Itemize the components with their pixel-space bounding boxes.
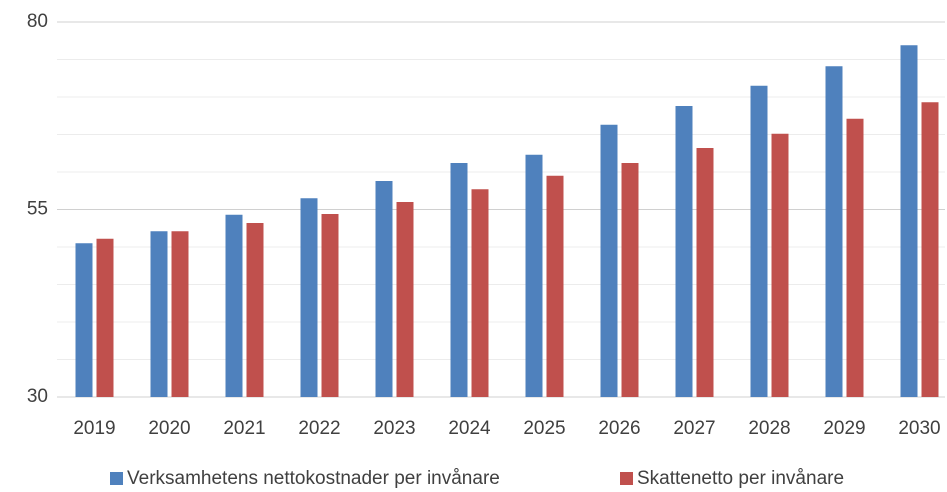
bar	[300, 198, 318, 397]
bar	[525, 154, 543, 397]
x-tick-label: 2026	[598, 418, 640, 439]
x-tick-label: 2027	[673, 418, 715, 439]
y-tick-label: 55	[27, 199, 48, 220]
x-tick-label: 2024	[448, 418, 491, 439]
bar	[150, 231, 168, 397]
legend-label: Skattenetto per invånare	[637, 468, 844, 489]
bar	[246, 223, 264, 397]
bar	[471, 189, 489, 397]
bar	[171, 231, 189, 397]
bar	[771, 133, 789, 397]
bar	[825, 66, 843, 397]
bar	[321, 214, 339, 397]
x-tick-label: 2028	[748, 418, 790, 439]
x-tick-label: 2022	[298, 418, 340, 439]
bar	[621, 163, 639, 397]
bar	[696, 148, 714, 397]
bar	[900, 45, 918, 397]
bar	[546, 175, 564, 397]
bar	[450, 163, 468, 397]
bar	[396, 202, 414, 397]
x-tick-label: 2021	[223, 418, 265, 439]
bar	[750, 85, 768, 397]
x-tick-label: 2029	[823, 418, 865, 439]
y-tick-label: 80	[27, 11, 48, 32]
legend-label: Verksamhetens nettokostnader per invånar…	[127, 468, 500, 489]
x-tick-label: 2025	[523, 418, 565, 439]
x-tick-label: 2030	[898, 418, 940, 439]
bar	[96, 238, 114, 397]
legend-swatch	[110, 472, 123, 485]
x-tick-label: 2020	[148, 418, 190, 439]
bar	[921, 102, 939, 397]
bar	[375, 181, 393, 397]
x-tick-label: 2023	[373, 418, 415, 439]
bar	[600, 124, 618, 397]
bar	[225, 214, 243, 397]
bar	[675, 106, 693, 397]
bar	[75, 243, 93, 397]
x-tick-label: 2019	[73, 418, 115, 439]
bar	[846, 118, 864, 397]
y-tick-label: 30	[27, 386, 48, 407]
legend-swatch	[620, 472, 633, 485]
